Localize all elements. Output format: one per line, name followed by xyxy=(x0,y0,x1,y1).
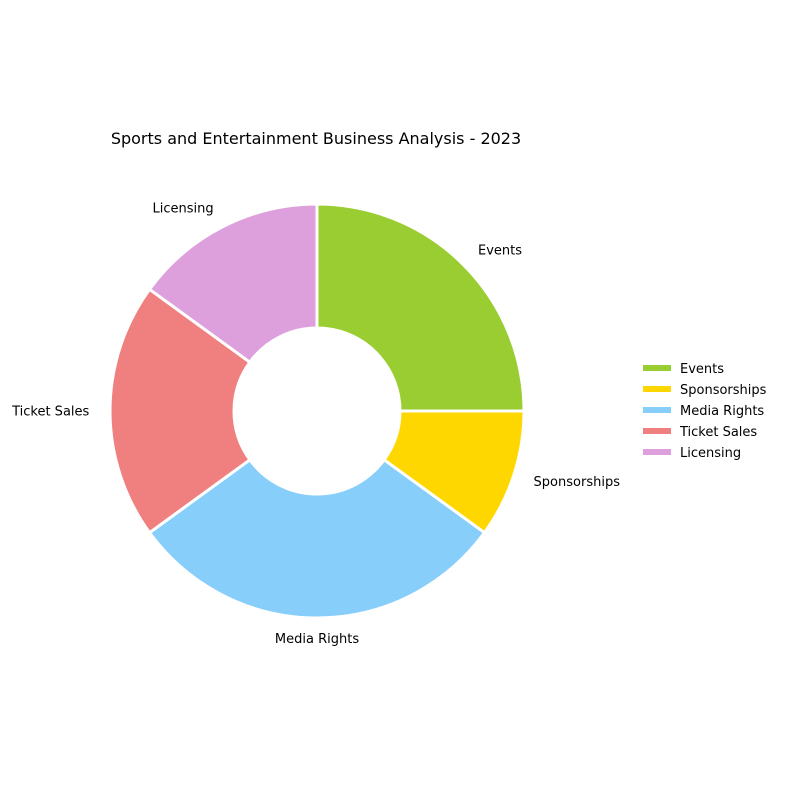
legend-label-media-rights: Media Rights xyxy=(680,404,764,419)
legend-label-ticket-sales: Ticket Sales xyxy=(679,425,757,440)
legend-label-events: Events xyxy=(680,362,724,377)
legend-swatch-licensing xyxy=(643,449,671,455)
slice-label-media-rights: Media Rights xyxy=(275,632,359,647)
slice-label-events: Events xyxy=(478,243,522,258)
slice-label-sponsorships: Sponsorships xyxy=(534,475,621,490)
legend-swatch-sponsorships xyxy=(643,386,671,392)
donut-slices xyxy=(108,202,526,620)
slice-labels: Events Sponsorships Media Rights Ticket Sal… xyxy=(11,202,620,648)
chart-title: Sports and Entertainment Business Analys… xyxy=(111,129,521,148)
legend-label-sponsorships: Sponsorships xyxy=(680,383,767,398)
legend: Events Sponsorships Media Rights Ticket Sal… xyxy=(643,362,767,461)
slice-label-ticket-sales: Ticket Sales xyxy=(11,405,89,420)
slice-label-licensing: Licensing xyxy=(153,202,214,217)
legend-swatch-ticket-sales xyxy=(643,428,671,434)
legend-swatch-events xyxy=(643,365,671,371)
slice-media-rights xyxy=(148,458,486,620)
legend-label-licensing: Licensing xyxy=(680,446,741,461)
slice-ticket-sales xyxy=(108,287,252,535)
slice-licensing xyxy=(148,202,319,364)
slice-events xyxy=(315,202,526,413)
legend-swatch-media-rights xyxy=(643,407,671,413)
